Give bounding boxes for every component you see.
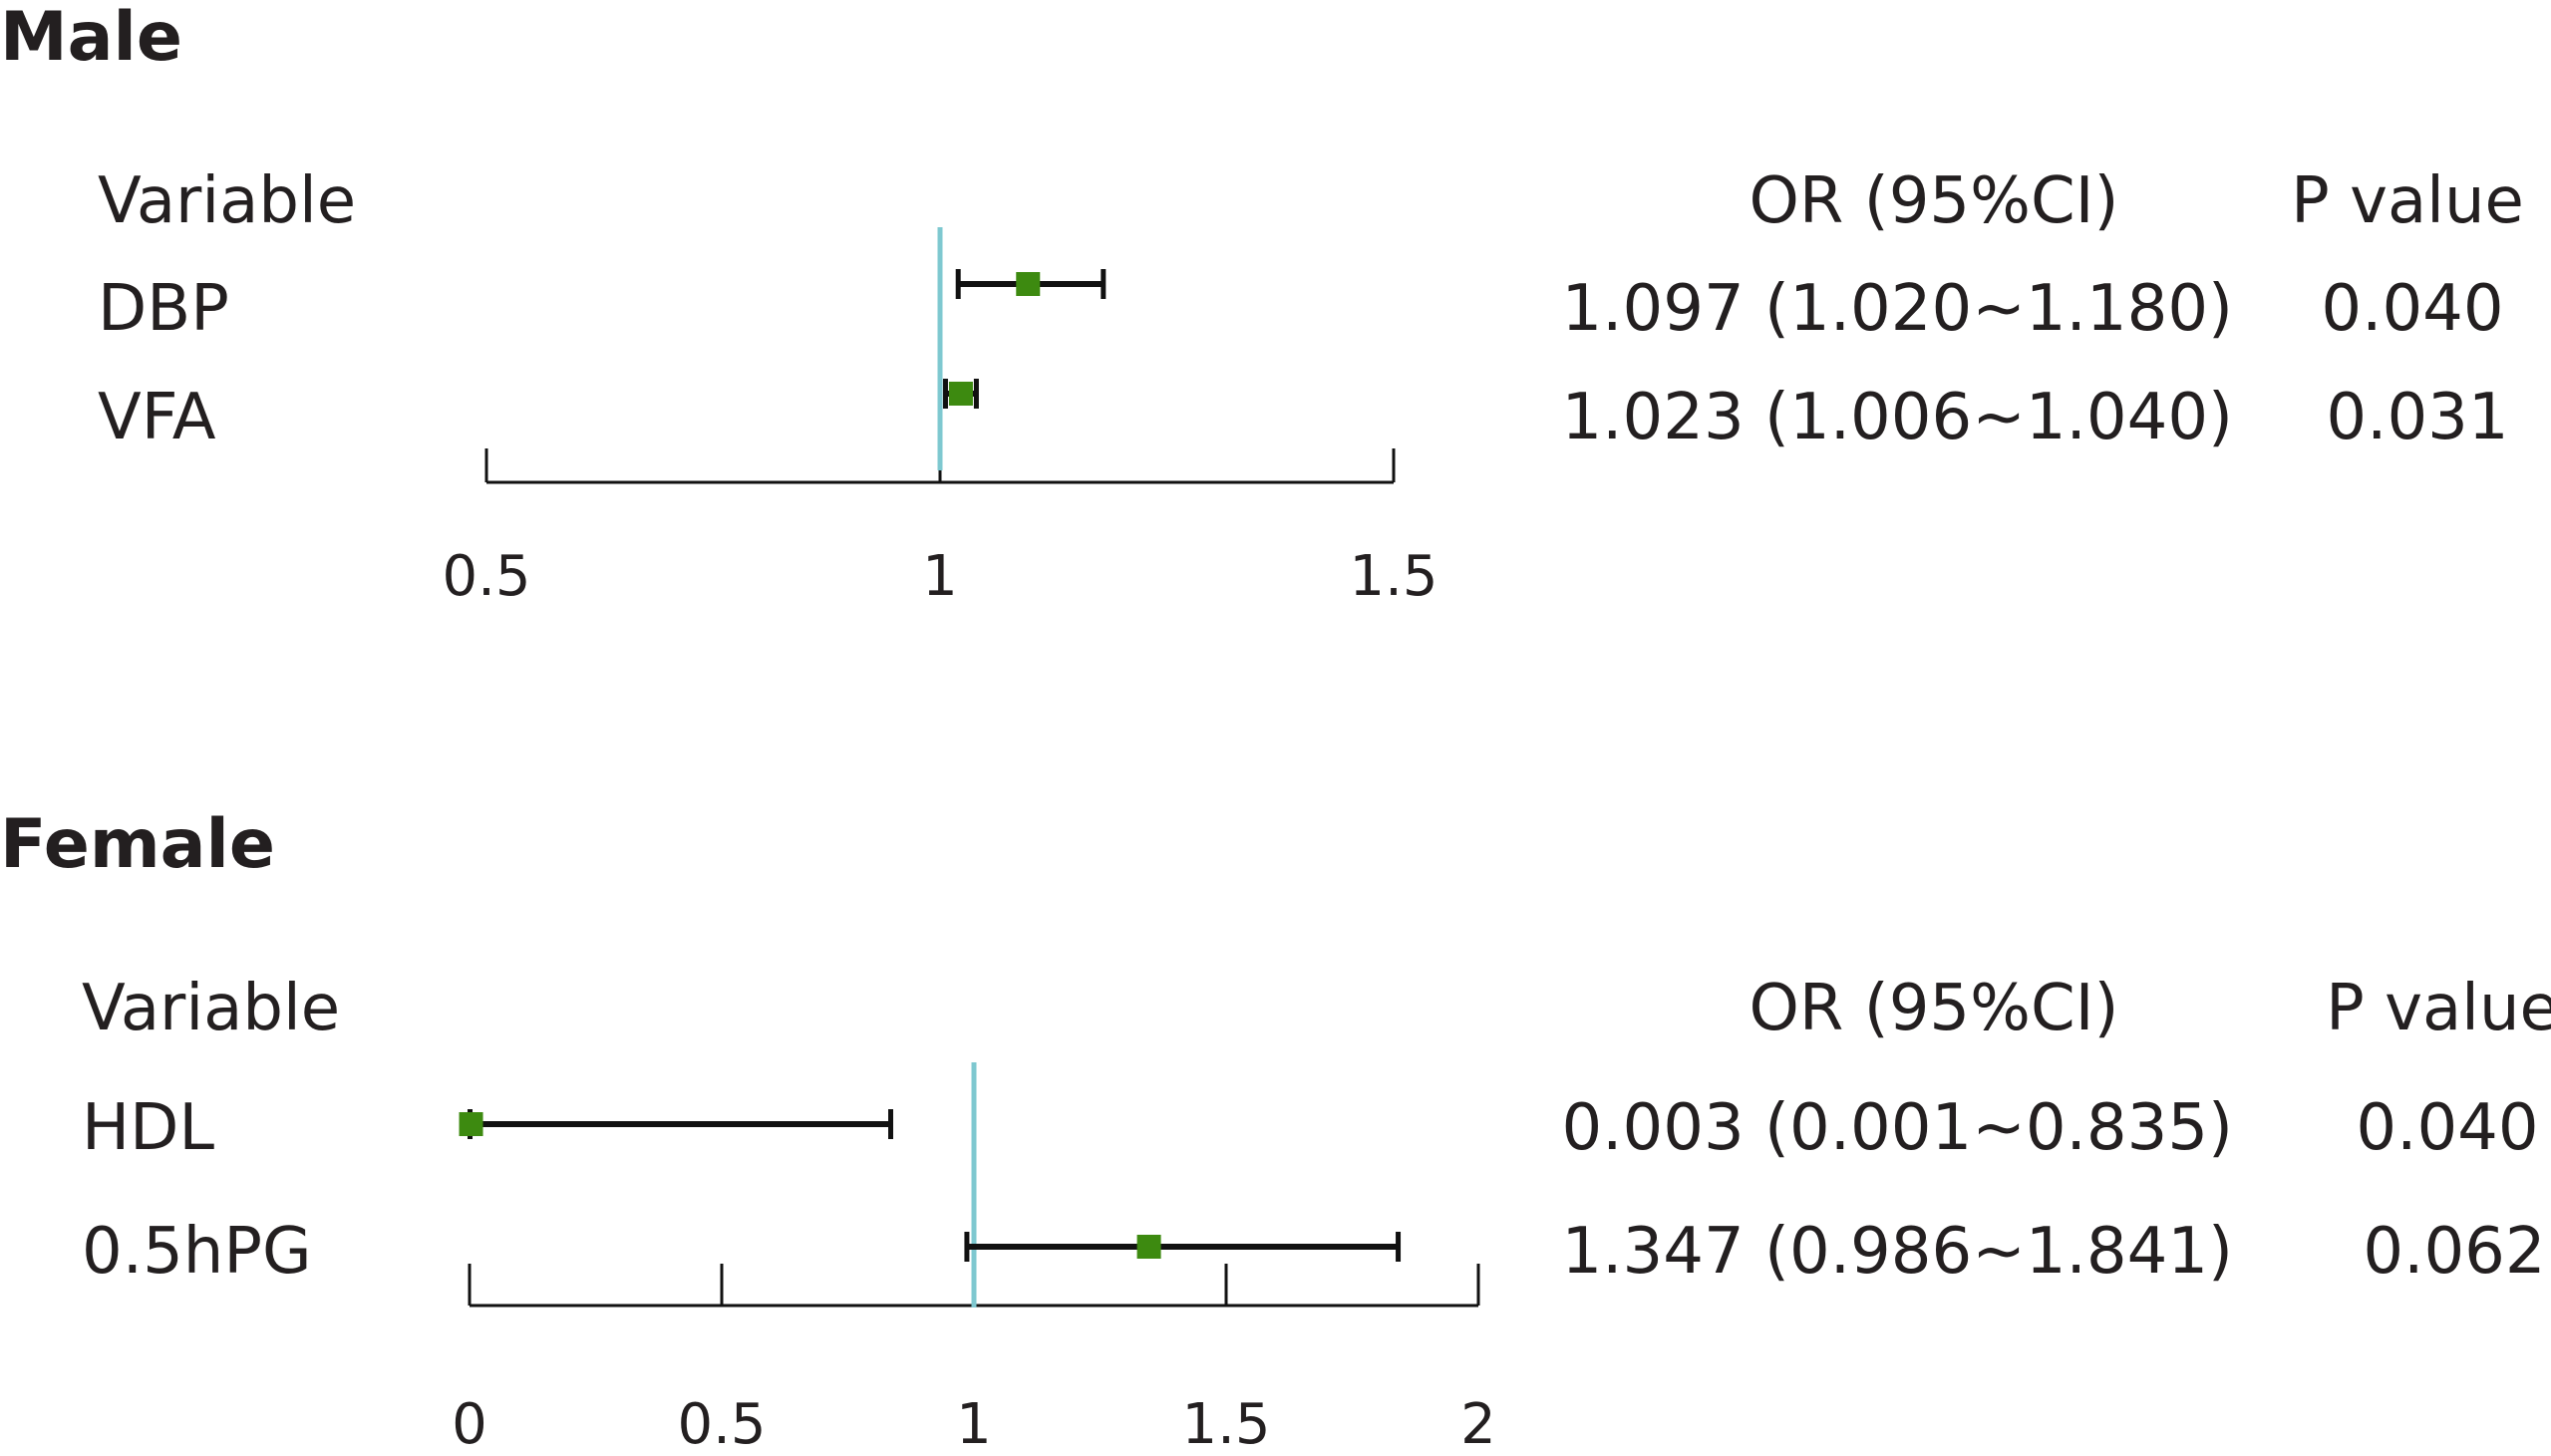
p-value: 0.062 [2363, 1215, 2546, 1289]
x-tick-label: 2 [1460, 1392, 1496, 1456]
variable-label: DBP [98, 272, 229, 346]
female-forest-panel: Female Variable OR (95%CI) P value HDL 0… [0, 797, 2551, 1456]
or-ci-text: 1.097 (1.020~1.180) [1561, 272, 2233, 346]
x-tick-label: 0.5 [442, 544, 530, 609]
variable-header: Variable [82, 972, 341, 1045]
variable-label: 0.5hPG [82, 1215, 312, 1289]
or-point-marker [459, 1112, 483, 1136]
or-header: OR (95%CI) [1749, 972, 2119, 1045]
p-header: P value [2326, 972, 2551, 1045]
x-tick-label: 1.5 [1181, 1392, 1270, 1456]
x-tick-label: 1.5 [1349, 544, 1437, 609]
p-value: 0.040 [2356, 1091, 2539, 1165]
x-tick-label: 1 [922, 544, 958, 609]
x-tick-label: 0.5 [677, 1392, 766, 1456]
or-ci-text: 0.003 (0.001~0.835) [1561, 1091, 2233, 1165]
p-header: P value [2291, 164, 2524, 238]
female-forest-plot: 0 0.5 1 1.5 2 [452, 1062, 1496, 1456]
or-point-marker [1016, 272, 1041, 296]
p-value: 0.040 [2321, 272, 2504, 346]
or-point-marker [948, 382, 973, 406]
x-tick-label: 1 [956, 1392, 992, 1456]
variable-label: HDL [82, 1091, 215, 1165]
panel-title: Female [0, 805, 275, 884]
male-forest-panel: Male Variable OR (95%CI) P value DBP 1.0… [0, 0, 2551, 698]
x-tick-label: 0 [452, 1392, 487, 1456]
or-point-marker [1136, 1235, 1161, 1259]
variable-label: VFA [98, 381, 216, 454]
or-header: OR (95%CI) [1749, 164, 2119, 238]
variable-header: Variable [98, 164, 357, 238]
or-ci-text: 1.023 (1.006~1.040) [1561, 381, 2233, 454]
panel-title: Male [0, 0, 182, 77]
or-ci-text: 1.347 (0.986~1.841) [1561, 1215, 2233, 1289]
male-forest-plot: 0.5 1 1.5 [442, 227, 1438, 609]
p-value: 0.031 [2326, 381, 2509, 454]
